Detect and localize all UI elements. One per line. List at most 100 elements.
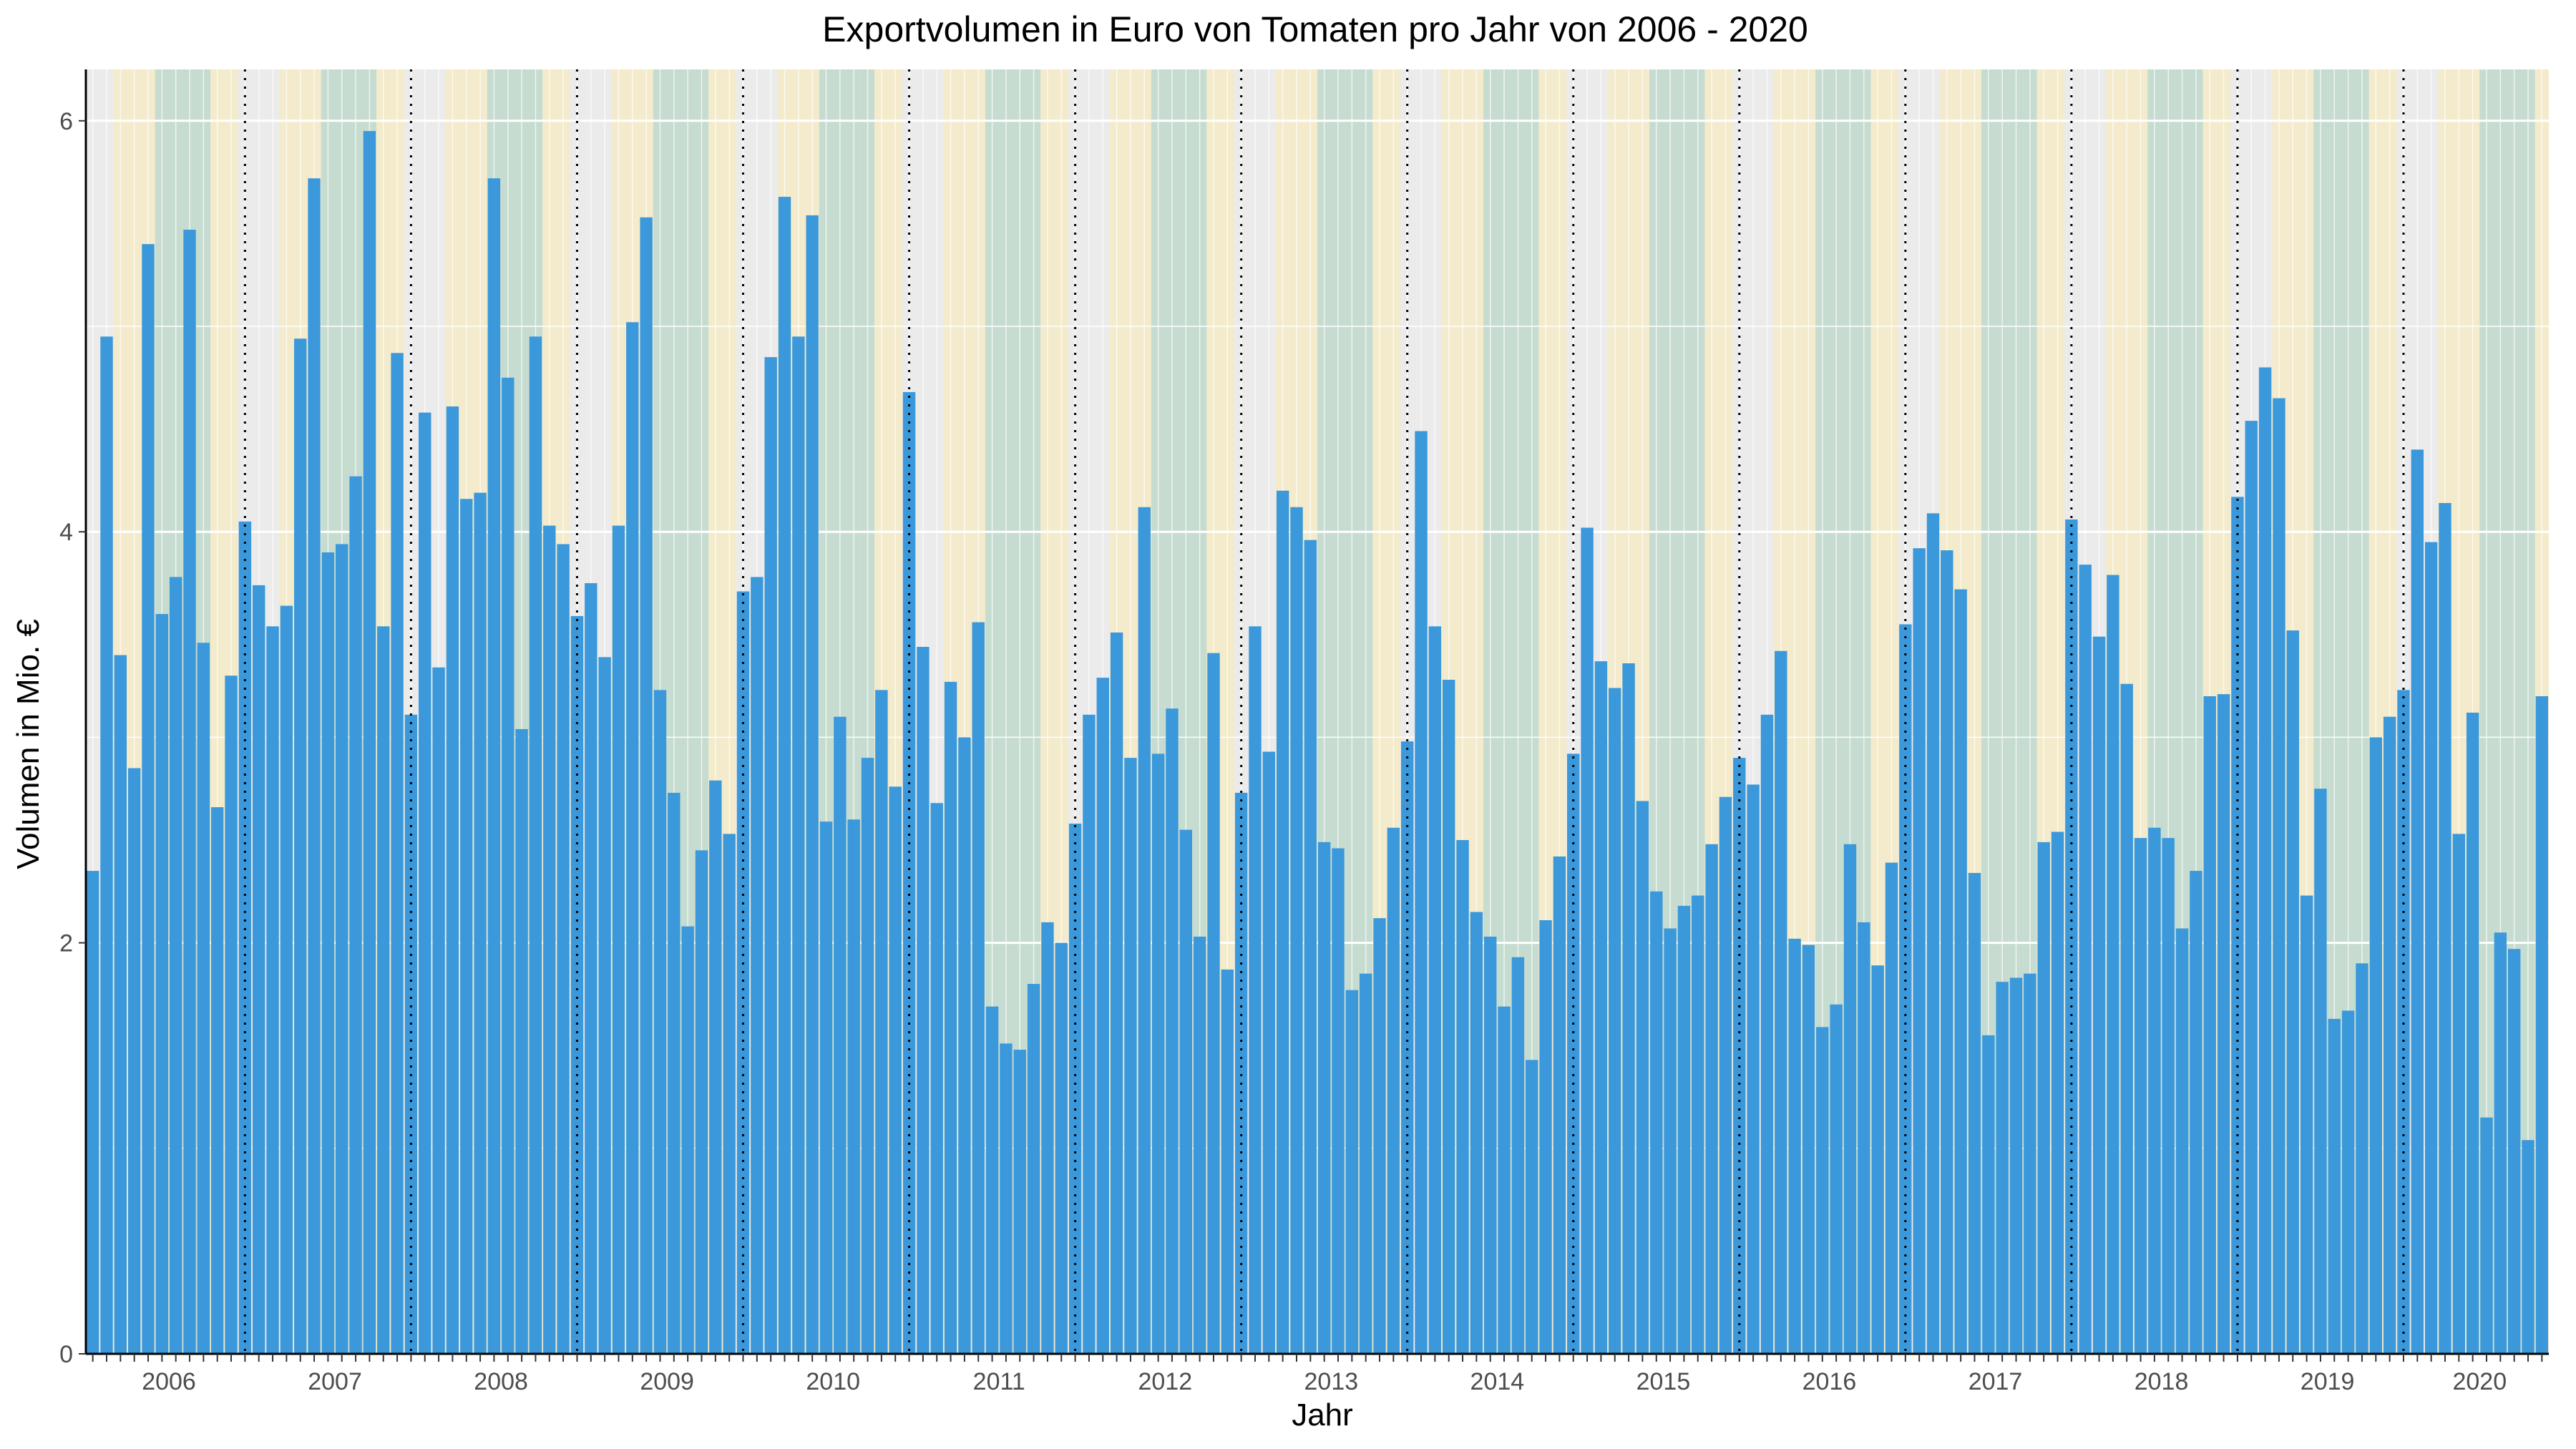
bar — [1567, 753, 1580, 1354]
y-tick-labels: 0 2 4 6 — [59, 108, 86, 1368]
x-tick-label: 2007 — [308, 1368, 362, 1395]
bar — [806, 215, 819, 1354]
bar — [1470, 912, 1483, 1354]
bar — [1581, 527, 1594, 1354]
bar — [1055, 942, 1068, 1354]
bar — [2009, 977, 2023, 1354]
bar — [543, 525, 556, 1354]
bar — [2120, 683, 2133, 1354]
bar — [1816, 1027, 1829, 1354]
bar — [1041, 922, 1054, 1354]
bar — [1982, 1035, 1995, 1354]
bar — [751, 577, 763, 1354]
bar — [1733, 758, 1746, 1354]
bar — [889, 786, 902, 1354]
bar — [1775, 650, 1787, 1354]
bar — [2051, 831, 2064, 1354]
bar — [2092, 636, 2106, 1354]
bar — [432, 667, 445, 1354]
bar — [1415, 431, 1428, 1355]
bar — [2079, 565, 2092, 1354]
bar — [2522, 1140, 2534, 1354]
y-tick-label: 6 — [59, 108, 73, 135]
bar — [183, 230, 196, 1354]
bars — [86, 131, 2549, 1355]
bar — [2383, 716, 2396, 1354]
bar — [2341, 1010, 2355, 1354]
bar — [86, 871, 99, 1354]
bar — [819, 821, 833, 1354]
y-tick-label: 0 — [59, 1341, 73, 1368]
bar — [1096, 678, 1109, 1354]
bar — [280, 605, 293, 1354]
bar — [225, 675, 238, 1354]
bar — [2231, 497, 2244, 1354]
bar — [1359, 973, 1372, 1354]
y-axis-title: Volumen in Mio. € — [11, 619, 46, 869]
bar — [695, 850, 708, 1354]
x-tick-label: 2018 — [2135, 1368, 2189, 1395]
bar — [349, 476, 362, 1354]
bar — [585, 583, 597, 1354]
bar — [1650, 891, 1663, 1354]
x-tick-label: 2012 — [1138, 1368, 1192, 1395]
bar — [861, 758, 874, 1354]
bar — [626, 322, 639, 1355]
bar — [529, 336, 542, 1354]
bar — [1221, 969, 1234, 1354]
bar — [391, 353, 404, 1355]
bar — [487, 178, 501, 1354]
bar — [1207, 653, 1220, 1354]
x-tick-label: 2017 — [1968, 1368, 2023, 1395]
bar — [1083, 714, 1096, 1354]
bar — [2397, 690, 2410, 1354]
bar — [1843, 844, 1857, 1354]
bar — [474, 492, 487, 1354]
bar — [1885, 862, 1898, 1354]
bar — [1068, 824, 1082, 1354]
bar — [1179, 829, 1192, 1354]
bar — [1664, 928, 1677, 1354]
x-tick-label: 2019 — [2301, 1368, 2355, 1395]
bar — [1151, 753, 1165, 1354]
bar — [1954, 589, 1967, 1355]
bar — [1443, 679, 1455, 1354]
bar — [1830, 1004, 1843, 1354]
bar — [1262, 751, 1276, 1354]
bar — [2190, 871, 2202, 1354]
bar — [1511, 957, 1525, 1354]
bar — [2258, 367, 2272, 1355]
bar — [640, 217, 653, 1355]
bar — [419, 412, 431, 1354]
bar — [1926, 513, 1940, 1354]
bar — [2286, 630, 2299, 1354]
bar — [681, 926, 694, 1354]
bar — [1692, 895, 1704, 1354]
bar — [446, 406, 459, 1354]
bar — [985, 1006, 999, 1354]
x-tick-labels: 2006 2007 2008 2009 2010 2011 2012 2013 2014 2015… — [142, 1368, 2507, 1395]
x-tick-label: 2010 — [806, 1368, 860, 1395]
bar — [1124, 758, 1137, 1354]
x-tick-label: 2011 — [973, 1368, 1025, 1395]
x-tick-label: 2009 — [640, 1368, 694, 1395]
bar — [1553, 856, 1566, 1354]
bar — [155, 614, 169, 1354]
bar — [944, 681, 957, 1354]
bar — [1138, 507, 1151, 1354]
bar — [2535, 696, 2549, 1354]
bar — [764, 357, 777, 1355]
bar — [917, 647, 930, 1354]
bar — [1609, 688, 1621, 1354]
bar — [2480, 1117, 2493, 1354]
bar — [1166, 708, 1179, 1354]
bar — [266, 626, 279, 1354]
bar — [1428, 626, 1442, 1354]
bar — [1705, 844, 1718, 1354]
bar — [1193, 936, 1206, 1354]
x-tick-label: 2016 — [1802, 1368, 1857, 1395]
bar — [1941, 550, 1953, 1354]
bar — [1802, 945, 1815, 1354]
bar — [653, 690, 667, 1354]
bar — [197, 643, 210, 1354]
